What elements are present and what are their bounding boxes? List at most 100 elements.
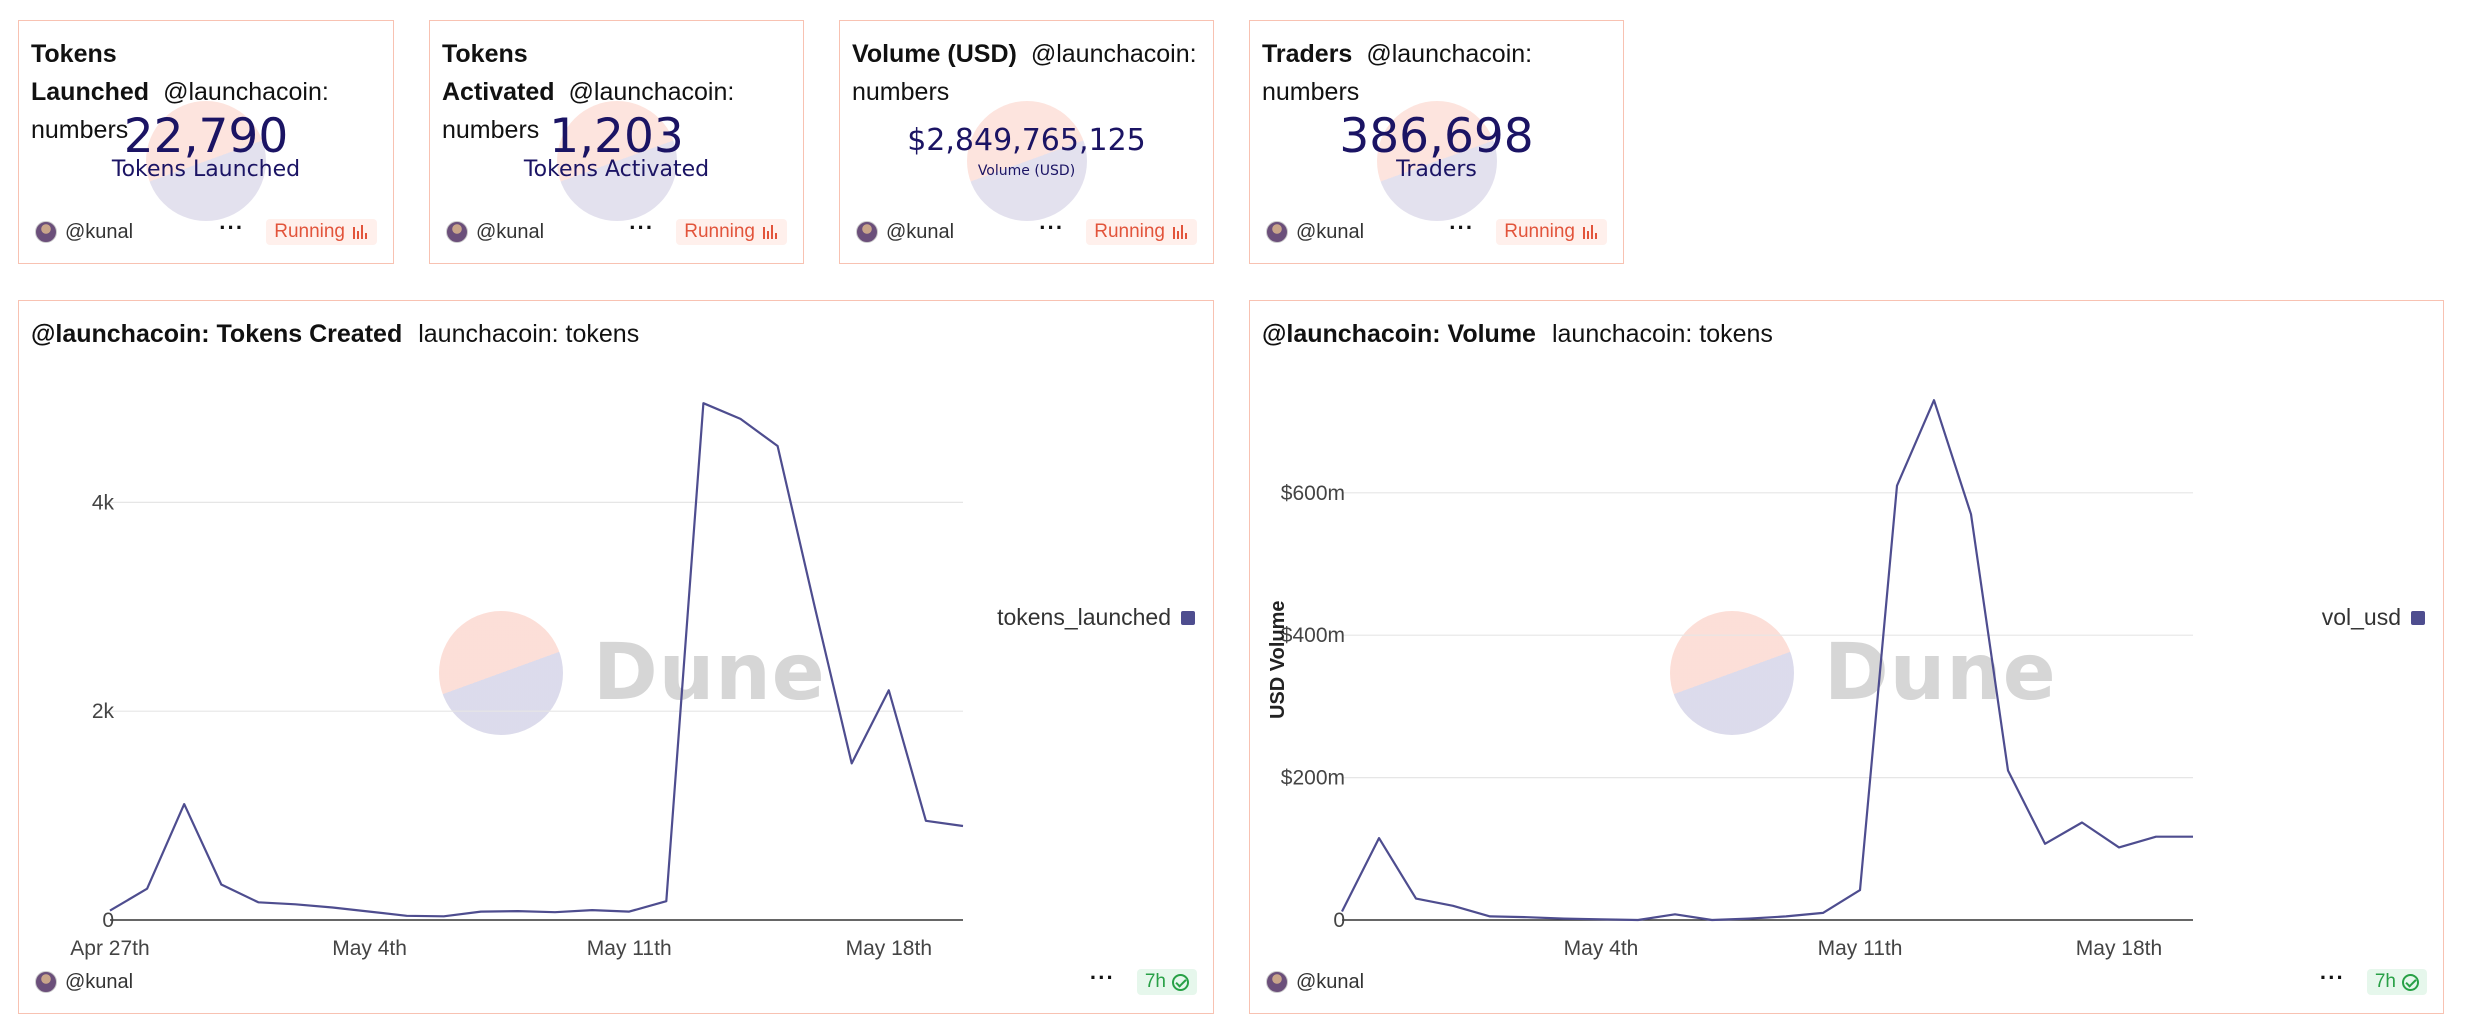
card-footer: @kunal ··· 7h: [1266, 967, 2427, 997]
counter-query-line2[interactable]: numbers: [1262, 78, 1360, 106]
dune-watermark: Dune: [439, 611, 826, 735]
y-tick-label: $400m: [1281, 624, 1345, 647]
status-text: Running: [1094, 221, 1165, 242]
author-link[interactable]: @kunal: [476, 220, 545, 243]
x-tick-label: May 4th: [1564, 937, 1639, 960]
freshness-badge: 7h: [1136, 969, 1197, 995]
chart-header: @launchacoin: Tokens Created launchacoin:…: [31, 315, 639, 353]
y-tick-label: 0: [1333, 909, 1345, 932]
counter-label: Tokens Activated: [523, 157, 710, 182]
counter-value: 386,698: [1339, 109, 1534, 164]
status-badge: Running: [1496, 219, 1607, 245]
y-tick-label: 2k: [92, 700, 115, 723]
more-options-icon[interactable]: ···: [629, 215, 655, 240]
more-options-icon[interactable]: ···: [1039, 215, 1065, 240]
dune-logo-icon: [1670, 611, 1794, 735]
counter-query-line2[interactable]: numbers: [442, 116, 540, 144]
chart-card-volume[interactable]: @launchacoin: Volume launchacoin: tokens …: [1249, 300, 2444, 1014]
tokens-created-chart: 0 2k 4k Apr 27th May 4th May 11th May 18th: [70, 402, 964, 960]
counter-card-volume-usd[interactable]: Volume (USD) @launchacoin: numbers $2,849…: [839, 20, 1214, 264]
chart-query[interactable]: launchacoin: tokens: [418, 320, 640, 348]
status-badge: Running: [676, 219, 787, 245]
dune-watermark-icon: [1376, 101, 1497, 221]
more-options-icon[interactable]: ···: [1449, 215, 1475, 240]
y-tick-label: $600m: [1281, 482, 1345, 505]
author-link[interactable]: @kunal: [886, 220, 955, 243]
running-bars-icon: [353, 225, 369, 239]
chart-title: @launchacoin: Tokens Created: [31, 320, 403, 348]
counter-query-line2[interactable]: numbers: [852, 78, 950, 106]
status-badge: Running: [1086, 219, 1197, 245]
counter-header: Volume (USD) @launchacoin: numbers: [852, 35, 1203, 111]
card-footer: @kunal ··· Running: [856, 217, 1197, 247]
legend-swatch: [1181, 610, 1195, 625]
counter-query-line2[interactable]: numbers: [31, 116, 129, 144]
author-link[interactable]: @kunal: [1296, 220, 1365, 243]
series-line-vol_usd[interactable]: [1341, 399, 2193, 922]
avatar[interactable]: [856, 221, 878, 243]
counter-title: Volume (USD): [852, 40, 1017, 68]
x-tick-label: May 11th: [1818, 937, 1903, 960]
freshness-badge: 7h: [2366, 969, 2427, 995]
x-tick-label: May 18th: [846, 937, 932, 960]
author-link[interactable]: @kunal: [65, 220, 134, 243]
status-text: Running: [1504, 221, 1575, 242]
counter-header: Tokens Activated @launchacoin: numbers: [442, 35, 793, 149]
card-footer: @kunal ··· Running: [35, 217, 377, 247]
dune-watermark-icon: [966, 101, 1087, 221]
y-axis-label: USD Volume: [1267, 600, 1289, 719]
check-circle-icon: [2402, 973, 2419, 991]
counter-title: Tokens: [442, 40, 528, 68]
avatar[interactable]: [1266, 971, 1288, 993]
dune-watermark-text: Dune: [593, 628, 826, 718]
counter-query[interactable]: @launchacoin:: [568, 78, 735, 106]
chart-card-tokens-created[interactable]: @launchacoin: Tokens Created launchacoin:…: [18, 300, 1214, 1014]
chart-legend[interactable]: tokens_launched: [997, 604, 1195, 631]
check-circle-icon: [1172, 973, 1189, 991]
chart-query[interactable]: launchacoin: tokens: [1551, 320, 1773, 348]
legend-label: vol_usd: [2321, 604, 2401, 630]
dune-logo-icon: [439, 611, 563, 735]
counter-card-traders[interactable]: Traders @launchacoin: numbers 386,698 Tra…: [1249, 20, 1624, 264]
counter-value: $2,849,765,125: [907, 123, 1146, 158]
counter-label: Traders: [1396, 157, 1477, 182]
avatar[interactable]: [1266, 221, 1288, 243]
avatar[interactable]: [446, 221, 468, 243]
y-tick-label: $200m: [1281, 767, 1345, 790]
counter-label: Tokens Launched: [111, 157, 301, 182]
chart-legend[interactable]: vol_usd: [2322, 604, 2425, 631]
avatar[interactable]: [35, 221, 57, 243]
chart-header: @launchacoin: Volume launchacoin: tokens: [1262, 315, 1773, 353]
x-tick-label: Apr 27th: [70, 937, 149, 960]
card-footer: @kunal ··· Running: [1266, 217, 1607, 247]
freshness-text: 7h: [2374, 971, 2396, 992]
more-options-icon[interactable]: ···: [1089, 965, 1115, 990]
status-badge: Running: [266, 219, 377, 245]
legend-label: tokens_launched: [997, 604, 1171, 630]
more-options-icon[interactable]: ···: [219, 215, 245, 240]
counter-value: 22,790: [123, 109, 289, 164]
counter-title-line2: Activated: [442, 78, 555, 106]
freshness-text: 7h: [1144, 971, 1166, 992]
dune-watermark: Dune: [1670, 611, 2057, 735]
running-bars-icon: [763, 225, 779, 239]
counter-header: Tokens Launched @launchacoin: numbers: [31, 35, 383, 149]
author-link[interactable]: @kunal: [65, 970, 134, 993]
counter-card-tokens-launched[interactable]: Tokens Launched @launchacoin: numbers 22,…: [18, 20, 394, 264]
y-tick-label: 4k: [92, 491, 115, 514]
legend-swatch: [2411, 610, 2425, 625]
counter-query[interactable]: @launchacoin:: [1030, 40, 1197, 68]
x-tick-label: May 18th: [2076, 937, 2162, 960]
counter-query[interactable]: @launchacoin:: [1366, 40, 1533, 68]
author-link[interactable]: @kunal: [1296, 970, 1365, 993]
counter-card-tokens-activated[interactable]: Tokens Activated @launchacoin: numbers 1,…: [429, 20, 804, 264]
avatar[interactable]: [35, 971, 57, 993]
dune-watermark-text: Dune: [1824, 628, 2057, 718]
dune-watermark-icon: [556, 101, 677, 221]
chart-title: @launchacoin: Volume: [1262, 320, 1536, 348]
series-line-tokens_launched[interactable]: [109, 402, 964, 918]
more-options-icon[interactable]: ···: [2319, 965, 2345, 990]
counter-query[interactable]: @launchacoin:: [163, 78, 329, 106]
counter-value: 1,203: [549, 109, 684, 164]
x-tick-label: May 11th: [587, 937, 672, 960]
